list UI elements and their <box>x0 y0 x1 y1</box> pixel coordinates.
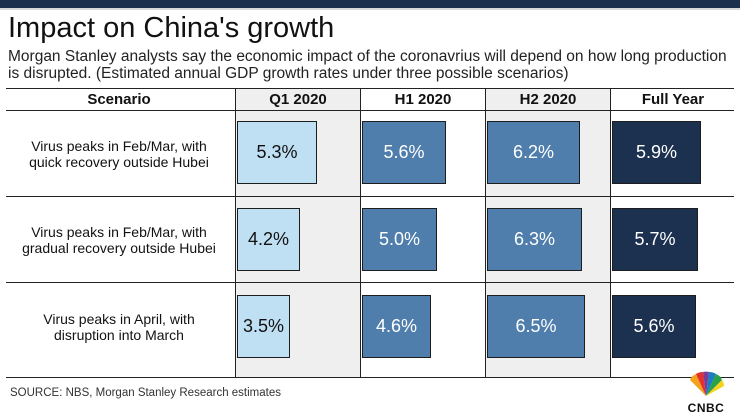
scenario-2-line-1: Virus peaks in Feb/Mar, with <box>31 224 207 240</box>
cell-scenario-3-q1-2020: 3.5% <box>237 295 290 358</box>
scenario-label-1: Virus peaks in Feb/Mar, with quick recov… <box>8 138 230 170</box>
header-h1-2020: H1 2020 <box>394 91 452 108</box>
cnbc-logo: CNBC <box>680 370 732 415</box>
scenario-3-line-1: Virus peaks in April, with <box>43 311 195 327</box>
cell-scenario-1-full-year: 5.9% <box>612 121 701 184</box>
top-banner-bar <box>0 0 740 8</box>
cell-scenario-1-h2-2020: 6.2% <box>487 121 580 184</box>
cell-scenario-2-q1-2020: 4.2% <box>237 208 300 271</box>
scenario-label-3: Virus peaks in April, with disruption in… <box>8 311 230 343</box>
top-banner-underline <box>0 8 740 10</box>
brand-wordmark: CNBC <box>687 401 725 415</box>
cell-scenario-1-h1-2020: 5.6% <box>362 121 446 184</box>
cell-scenario-2-full-year: 5.7% <box>612 208 698 271</box>
chart-title: Impact on China's growth <box>8 12 335 44</box>
column-divider-1 <box>235 88 236 378</box>
header-full-year: Full Year <box>641 91 705 108</box>
header-h2-2020: H2 2020 <box>519 91 577 108</box>
row-divider-2 <box>6 282 734 283</box>
scenario-2-line-2: gradual recovery outside Hubei <box>22 240 216 256</box>
table-bottom-rule <box>6 377 734 378</box>
header-bottom-rule <box>6 110 734 111</box>
header-scenario: Scenario <box>87 91 151 108</box>
cell-scenario-3-full-year: 5.6% <box>612 295 696 358</box>
chart-subtitle: Morgan Stanley analysts say the economic… <box>8 48 727 82</box>
row-divider-1 <box>6 196 734 197</box>
cell-scenario-1-q1-2020: 5.3% <box>237 121 317 184</box>
column-divider-4 <box>610 88 611 378</box>
source-note: SOURCE: NBS, Morgan Stanley Research est… <box>10 387 281 399</box>
column-divider-2 <box>360 88 361 378</box>
table-top-rule <box>6 88 734 89</box>
cell-scenario-2-h2-2020: 6.3% <box>487 208 582 271</box>
scenario-label-2: Virus peaks in Feb/Mar, with gradual rec… <box>8 224 230 256</box>
scenario-3-line-2: disruption into March <box>54 327 184 343</box>
cell-scenario-3-h2-2020: 6.5% <box>487 295 585 358</box>
header-q1-2020: Q1 2020 <box>269 91 327 108</box>
cell-scenario-3-h1-2020: 4.6% <box>362 295 431 358</box>
peacock-icon <box>690 371 724 396</box>
column-divider-3 <box>485 88 486 378</box>
scenario-1-line-2: quick recovery outside Hubei <box>29 154 209 170</box>
scenario-1-line-1: Virus peaks in Feb/Mar, with <box>31 138 207 154</box>
cell-scenario-2-h1-2020: 5.0% <box>362 208 437 271</box>
